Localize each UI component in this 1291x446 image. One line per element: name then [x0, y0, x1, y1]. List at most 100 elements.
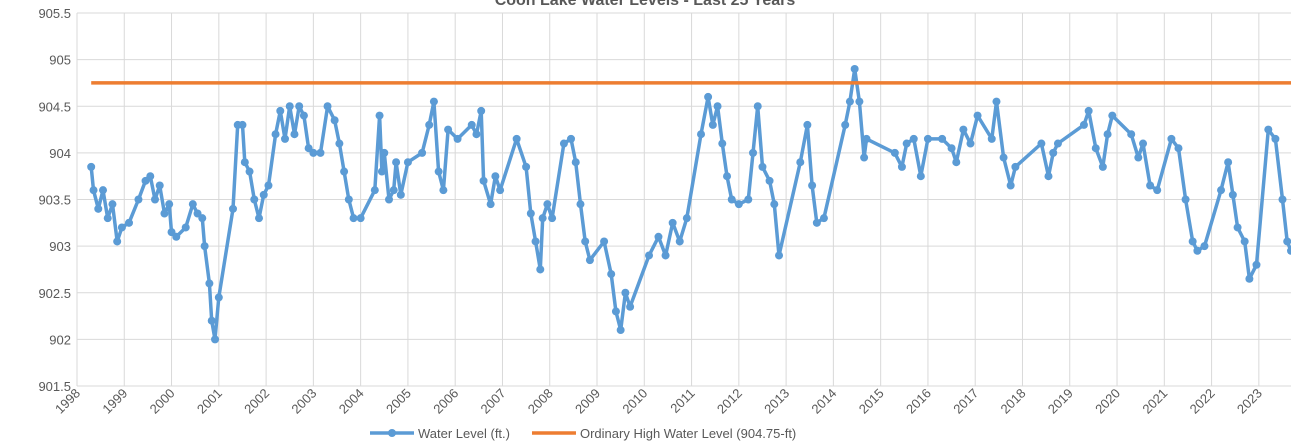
point: [198, 214, 207, 223]
y-tick-label: 904: [49, 146, 71, 161]
point: [626, 302, 635, 311]
point: [290, 130, 299, 139]
point: [299, 111, 308, 120]
point: [775, 251, 784, 260]
point: [543, 200, 552, 209]
point: [439, 186, 448, 195]
x-tick-label: 2009: [572, 386, 603, 417]
point: [704, 92, 713, 101]
point: [1103, 130, 1112, 139]
point: [890, 148, 899, 157]
point: [668, 218, 677, 227]
point: [429, 97, 438, 106]
y-tick-label: 903: [49, 239, 71, 254]
y-tick-label: 901.5: [38, 379, 71, 394]
point: [697, 130, 706, 139]
x-tick-label: 2007: [478, 386, 509, 417]
point: [255, 214, 264, 223]
point: [1174, 144, 1183, 153]
x-tick-label: 2010: [619, 386, 650, 417]
point: [344, 195, 353, 204]
x-tick-label: 2002: [241, 386, 272, 417]
point: [472, 130, 481, 139]
point: [770, 200, 779, 209]
point: [160, 209, 169, 218]
point: [682, 214, 691, 223]
point: [335, 139, 344, 148]
point: [99, 186, 108, 195]
point: [444, 125, 453, 134]
x-tick-label: 2019: [1045, 386, 1076, 417]
point: [812, 218, 821, 227]
point: [1167, 134, 1176, 143]
x-tick-label: 2022: [1187, 386, 1218, 417]
point: [496, 186, 505, 195]
point: [1271, 134, 1280, 143]
point: [796, 158, 805, 167]
point: [238, 120, 247, 129]
point: [621, 288, 630, 297]
y-tick-label: 905.5: [38, 6, 71, 21]
point: [758, 162, 767, 171]
point: [240, 158, 249, 167]
point: [1134, 153, 1143, 162]
point: [1278, 195, 1287, 204]
point: [1264, 125, 1273, 134]
point: [340, 167, 349, 176]
x-tick-label: 2000: [147, 386, 178, 417]
point: [992, 97, 1001, 106]
point: [1188, 237, 1197, 246]
point: [1181, 195, 1190, 204]
x-tick-label: 2011: [667, 386, 697, 416]
y-tick-label: 902.5: [38, 286, 71, 301]
point: [713, 102, 722, 111]
x-tick-label: 2013: [761, 386, 792, 417]
point: [1228, 190, 1237, 199]
point: [522, 162, 531, 171]
point: [661, 251, 670, 260]
x-tick-label: 2020: [1092, 386, 1123, 417]
point: [479, 176, 488, 185]
point: [749, 148, 758, 157]
point: [512, 134, 521, 143]
point: [1252, 260, 1261, 269]
y-tick-label: 902: [49, 332, 71, 347]
point: [1091, 144, 1100, 153]
legend-label: Ordinary High Water Level (904.75-ft): [580, 426, 796, 441]
point: [89, 186, 98, 195]
point: [959, 125, 968, 134]
x-tick-label: 1999: [99, 386, 130, 417]
point: [316, 148, 325, 157]
point: [1193, 246, 1202, 255]
point: [380, 148, 389, 157]
point: [611, 307, 620, 316]
point: [418, 148, 427, 157]
point: [377, 167, 386, 176]
point: [125, 218, 134, 227]
point: [607, 270, 616, 279]
point: [987, 134, 996, 143]
point: [385, 195, 394, 204]
point: [548, 214, 557, 223]
point: [581, 237, 590, 246]
x-tick-label: 2003: [288, 386, 319, 417]
x-tick-label: 2023: [1234, 386, 1265, 417]
point: [723, 172, 732, 181]
point: [113, 237, 122, 246]
point: [1217, 186, 1226, 195]
x-tick-label: 2008: [525, 386, 556, 417]
point: [1127, 130, 1136, 139]
point: [467, 120, 476, 129]
point: [200, 242, 209, 251]
x-tick-label: 2014: [808, 386, 839, 417]
point: [1233, 223, 1242, 232]
point: [1098, 162, 1107, 171]
point: [392, 158, 401, 167]
point: [1079, 120, 1088, 129]
point: [947, 144, 956, 153]
point: [909, 134, 918, 143]
point: [571, 158, 580, 167]
point: [323, 102, 332, 111]
point: [1006, 181, 1015, 190]
point: [1108, 111, 1117, 120]
